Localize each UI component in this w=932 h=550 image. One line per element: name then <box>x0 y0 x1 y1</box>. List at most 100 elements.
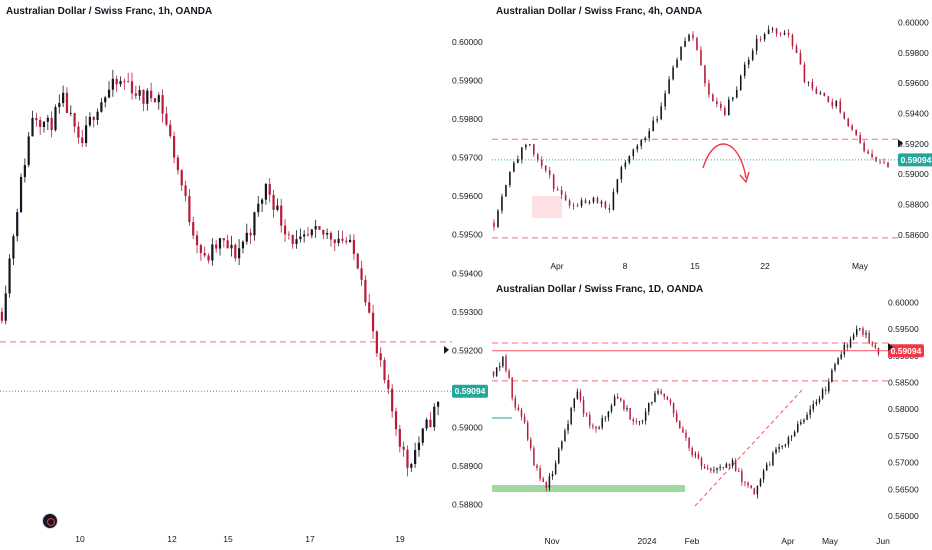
y-tick-label: 0.59700 <box>452 153 483 163</box>
current-price-label: 0.59094 <box>901 155 932 165</box>
x-tick-label: 12 <box>167 534 177 544</box>
candle-body <box>96 111 99 120</box>
candle-body <box>130 81 134 94</box>
x-tick-label: 15 <box>690 261 700 271</box>
candle-body <box>257 203 260 213</box>
candle-body <box>576 205 579 207</box>
candle-body <box>19 177 23 213</box>
candle-body <box>318 226 321 230</box>
candle-body <box>629 407 631 420</box>
candle-body <box>560 189 563 195</box>
candle-body <box>497 210 499 227</box>
x-tick-label: Apr <box>781 536 794 546</box>
y-tick-label: 0.58900 <box>452 461 483 471</box>
candle-body <box>803 419 805 423</box>
x-tick-label: 15 <box>223 534 233 544</box>
candle-body <box>230 244 233 249</box>
candle-body <box>150 90 153 99</box>
candle-body <box>862 328 864 335</box>
candle-body <box>42 121 46 128</box>
candle-body <box>192 222 195 236</box>
candle-body <box>364 279 367 303</box>
candle-body <box>568 200 571 206</box>
candle-body <box>616 179 619 193</box>
candle-body <box>115 78 118 85</box>
candle-body <box>495 367 498 376</box>
candle-body <box>8 258 11 294</box>
candle-body <box>215 244 218 249</box>
candle-body <box>326 233 329 235</box>
candle-body <box>570 407 572 424</box>
candle-body <box>831 101 834 107</box>
candle-body <box>165 113 168 125</box>
candle-body <box>846 344 849 348</box>
candle-body <box>675 413 678 422</box>
chart-canvas-1h[interactable]: 0.60000 0.59900 0.59800 0.59700 0.59600 0.595… <box>0 0 490 550</box>
candle-body <box>283 225 287 235</box>
candle-body <box>716 101 718 105</box>
candle-body <box>222 238 225 241</box>
candle-body <box>628 155 631 163</box>
x-tick-label: 8 <box>623 261 628 271</box>
candle-body <box>505 185 507 197</box>
candle-body <box>778 446 780 450</box>
candle-body <box>245 232 248 242</box>
candle-body <box>623 400 625 410</box>
candle-body <box>697 454 700 459</box>
candle-body <box>716 468 718 471</box>
candle-body <box>837 358 839 365</box>
candle-body <box>238 248 241 259</box>
candle-body <box>241 241 245 249</box>
candle-body <box>146 90 149 104</box>
chart-panel-1d[interactable]: Australian Dollar / Swiss Franc, 1D, OAN… <box>490 278 932 550</box>
chart-panel-4h[interactable]: Australian Dollar / Swiss Franc, 4h, OAN… <box>490 0 932 278</box>
candle-body <box>601 418 603 428</box>
chart-panel-1h[interactable]: Australian Dollar / Swiss Franc, 1h, OAN… <box>0 0 490 550</box>
candle-body <box>556 189 559 190</box>
candle-body <box>648 131 651 139</box>
candle-body <box>564 194 567 201</box>
candle-body <box>635 421 638 423</box>
candle-body <box>35 118 38 121</box>
candle-body <box>793 431 796 437</box>
candle-body <box>720 104 722 108</box>
candle-body <box>607 411 610 418</box>
candle-body <box>532 144 535 155</box>
candle-body <box>299 236 302 240</box>
candle-body <box>596 197 599 204</box>
x-tick-label: 10 <box>75 534 85 544</box>
candle-body <box>589 414 591 426</box>
chart-canvas-4h[interactable]: 0.60000 0.59800 0.59600 0.59400 0.59200 0.590… <box>490 0 932 278</box>
candle-body <box>530 439 532 449</box>
candle-body <box>815 401 818 405</box>
candle-body <box>666 396 669 400</box>
level-pointer-icon <box>888 342 893 351</box>
candle-body <box>612 192 615 210</box>
candle-body <box>104 97 107 103</box>
y-tick-label: 0.60000 <box>898 18 929 28</box>
candle-body <box>703 466 706 469</box>
candle-body <box>796 424 799 432</box>
candle-body <box>783 32 786 35</box>
candle-body <box>493 222 495 227</box>
candle-body <box>169 124 172 137</box>
candle-body <box>765 464 768 471</box>
candle-body <box>554 463 557 474</box>
candle-body <box>843 112 846 119</box>
candle-body <box>692 34 694 38</box>
candle-body <box>573 398 576 408</box>
current-price-badge <box>888 344 924 358</box>
candle-body <box>672 403 675 414</box>
candle-body <box>561 441 563 449</box>
candle-body <box>268 184 271 195</box>
candle-body <box>604 417 607 419</box>
candle-body <box>759 38 762 40</box>
candle-body <box>849 339 852 348</box>
chart-canvas-1d[interactable]: 0.600000.595000.590000.585000.580000.575… <box>490 278 932 550</box>
candle-body <box>410 463 413 468</box>
candle-body <box>505 356 507 371</box>
candle-body <box>887 162 889 168</box>
candle-body <box>843 344 846 355</box>
candle-body <box>4 293 7 321</box>
projection-arrowhead-icon <box>739 171 750 184</box>
